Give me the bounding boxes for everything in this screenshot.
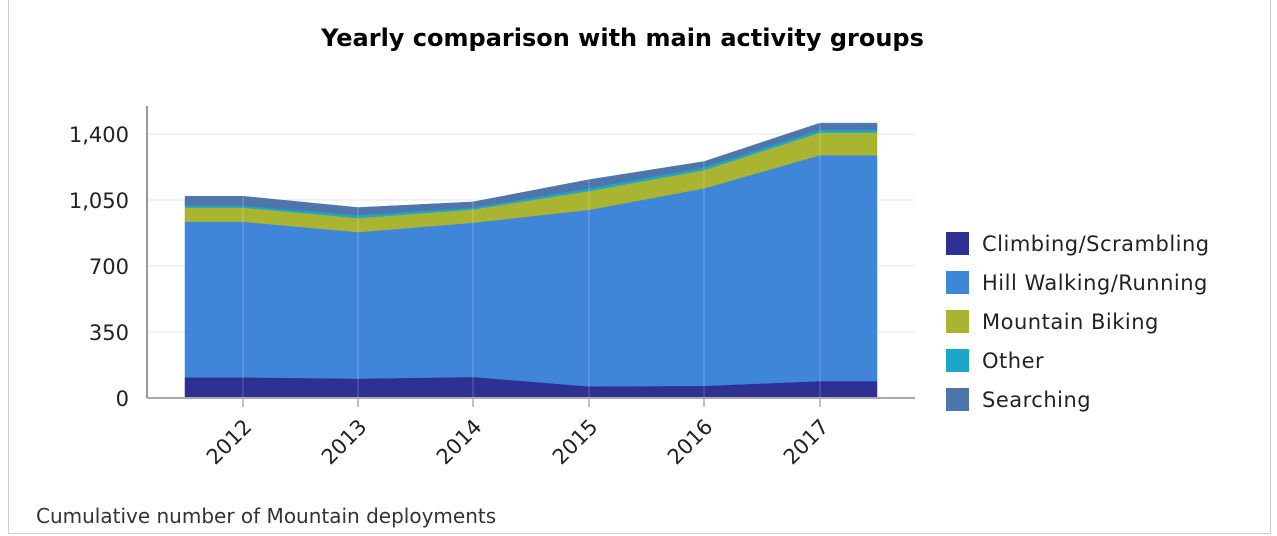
legend-item[interactable]: Hill Walking/Running — [946, 263, 1210, 302]
legend-item[interactable]: Mountain Biking — [946, 302, 1210, 341]
chart-title: Yearly comparison with main activity gro… — [321, 24, 924, 52]
chart-legend: Climbing/Scrambling Hill Walking/Running M… — [946, 224, 1210, 419]
legend-item[interactable]: Other — [946, 341, 1210, 380]
legend-swatch — [946, 310, 969, 333]
y-tick-label: 700 — [89, 255, 129, 279]
legend-label: Mountain Biking — [982, 309, 1159, 334]
legend-label: Other — [982, 348, 1045, 373]
legend-label: Hill Walking/Running — [982, 270, 1208, 295]
chart-frame — [8, 0, 1271, 534]
legend-swatch — [946, 349, 969, 372]
area-searching — [184, 122, 878, 216]
legend-label: Climbing/Scrambling — [982, 231, 1210, 256]
x-tick-label: 2014 — [432, 415, 487, 470]
y-tick-label: 1,050 — [69, 189, 129, 213]
legend-item[interactable]: Climbing/Scrambling — [946, 224, 1210, 263]
legend-item[interactable]: Searching — [946, 380, 1210, 419]
legend-label: Searching — [982, 387, 1092, 412]
x-tick-label: 2015 — [548, 415, 603, 470]
y-tick-label: 1,400 — [69, 123, 129, 147]
legend-swatch — [946, 271, 969, 294]
y-tick-label: 0 — [116, 387, 129, 411]
x-tick-label: 2016 — [663, 415, 718, 470]
x-tick-label: 2012 — [202, 415, 257, 470]
x-tick-label: 2013 — [317, 415, 372, 470]
chart-caption: Cumulative number of Mountain deployment… — [36, 504, 497, 528]
legend-swatch — [946, 388, 969, 411]
area-hill-walking-running — [184, 154, 878, 387]
legend-swatch — [946, 232, 969, 255]
y-tick-label: 350 — [89, 321, 129, 345]
x-tick-label: 2017 — [779, 415, 834, 470]
